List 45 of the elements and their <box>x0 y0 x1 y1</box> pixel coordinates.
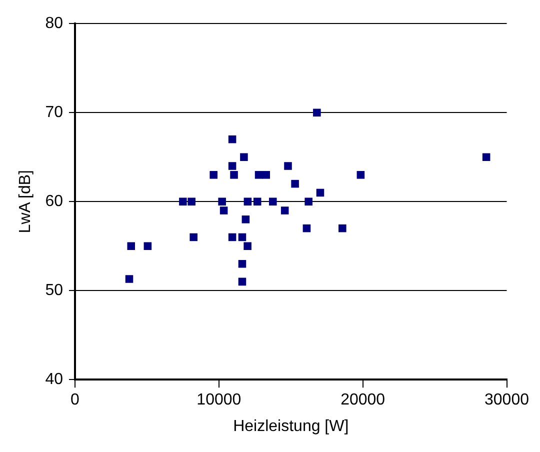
point <box>125 275 134 283</box>
point <box>190 233 198 242</box>
point <box>254 171 263 179</box>
point <box>284 162 292 170</box>
x-tick-label: 10000 <box>196 392 242 409</box>
point <box>218 198 226 206</box>
point <box>280 206 289 214</box>
point <box>238 260 246 268</box>
point <box>240 153 248 161</box>
point <box>228 135 236 144</box>
point <box>179 198 187 206</box>
point <box>230 171 238 179</box>
x-axis-title: Heizleistung [W] <box>233 418 349 435</box>
point <box>220 206 228 214</box>
y-tick-label: 70 <box>45 104 64 122</box>
point <box>144 242 152 250</box>
point <box>210 171 218 179</box>
point <box>188 198 196 206</box>
point <box>302 224 311 232</box>
point <box>238 233 246 242</box>
point <box>242 216 250 224</box>
point <box>304 198 312 206</box>
point <box>244 242 252 250</box>
x-tick-label: 0 <box>70 392 80 409</box>
point <box>313 108 321 116</box>
point <box>268 198 277 206</box>
point <box>316 188 324 197</box>
point <box>482 153 490 161</box>
y-tick-label: 60 <box>45 193 64 210</box>
point <box>291 180 299 188</box>
point <box>338 224 346 232</box>
point <box>228 233 236 242</box>
point <box>253 198 262 206</box>
point <box>244 198 252 206</box>
point <box>127 242 136 250</box>
point <box>228 162 236 170</box>
y-tick-label: 40 <box>45 371 64 388</box>
y-tick-label: 50 <box>45 282 64 300</box>
x-tick-label: 20000 <box>340 392 386 409</box>
y-axis-title: LwA [dB] <box>17 170 34 234</box>
y-tick-label: 80 <box>45 15 64 32</box>
x-tick-label: 30000 <box>484 392 530 409</box>
point <box>238 278 246 286</box>
point <box>356 171 365 179</box>
point <box>262 171 270 179</box>
